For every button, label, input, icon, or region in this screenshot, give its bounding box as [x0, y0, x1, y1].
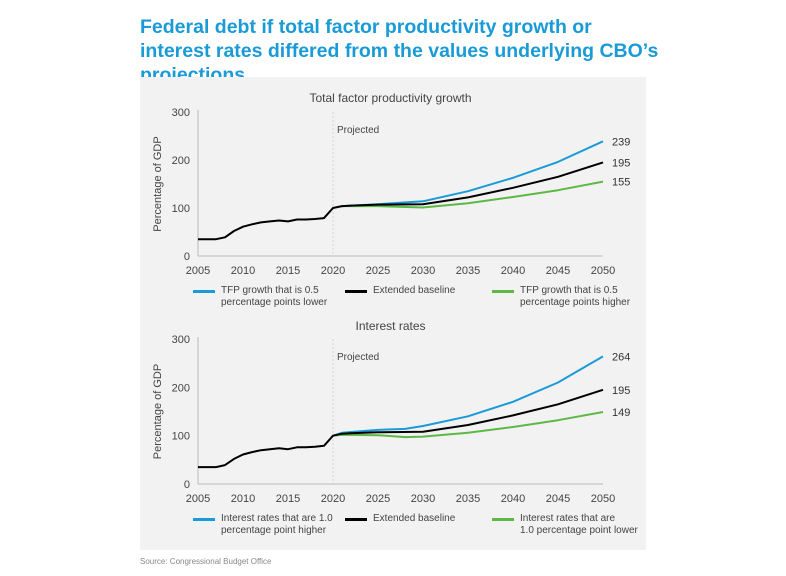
legend-swatch	[193, 290, 215, 293]
x-tick-label: 2020	[321, 493, 345, 505]
legend-label: TFP growth that is 0.5 percentage points…	[221, 285, 328, 308]
x-tick-label: 2035	[456, 493, 480, 505]
legend-item: Extended baseline	[345, 285, 455, 297]
end-value-label: 264	[612, 351, 630, 363]
x-tick-label: 2045	[546, 493, 570, 505]
x-tick-label: 2015	[276, 265, 300, 277]
x-tick-label: 2010	[231, 493, 255, 505]
end-value-label: 155	[612, 177, 630, 189]
x-tick-label: 2010	[231, 265, 255, 277]
projected-annotation: Projected	[337, 125, 379, 136]
legend-label: Extended baseline	[373, 513, 456, 524]
end-value-label: 195	[612, 157, 630, 169]
x-tick-label: 2030	[411, 493, 435, 505]
y-tick-label: 200	[172, 155, 190, 167]
y-tick-label: 0	[184, 479, 190, 491]
series-line-low	[332, 411, 604, 439]
legend-label: Interest rates that are 1.0 percentage p…	[221, 513, 333, 536]
source-note: Source: Congressional Budget Office	[140, 557, 272, 566]
x-tick-label: 2045	[546, 265, 570, 277]
chart-title: Total factor productivity growth	[309, 91, 471, 105]
y-tick-label: 0	[184, 251, 190, 263]
legend-item: Extended baseline	[345, 513, 455, 525]
chart-panel	[140, 77, 646, 550]
y-tick-label: 100	[172, 431, 190, 443]
projected-annotation: Projected	[337, 352, 379, 363]
x-tick-label: 2005	[186, 265, 210, 277]
chart-title: Interest rates	[355, 319, 425, 333]
legend-label: TFP growth that is 0.5 percentage points…	[520, 285, 631, 308]
x-tick-label: 2050	[591, 493, 615, 505]
end-value-label: 195	[612, 385, 630, 397]
y-tick-label: 300	[172, 334, 190, 346]
legend-swatch	[492, 290, 514, 293]
x-tick-label: 2035	[456, 265, 480, 277]
legend-swatch	[193, 518, 215, 521]
legend-label: Interest rates that are 1.0 percentage p…	[520, 513, 638, 536]
end-value-label: 149	[612, 407, 630, 419]
x-tick-label: 2025	[366, 265, 390, 277]
y-tick-label: 200	[172, 382, 190, 394]
x-tick-label: 2040	[501, 493, 525, 505]
series-line-baseline	[198, 388, 604, 469]
end-value-label: 239	[612, 136, 630, 148]
x-tick-label: 2040	[501, 265, 525, 277]
x-tick-label: 2025	[366, 493, 390, 505]
y-tick-label: 300	[172, 107, 190, 119]
legend-item: Interest rates that are 1.0 percentage p…	[492, 513, 638, 537]
x-tick-label: 2020	[321, 265, 345, 277]
legend-item: TFP growth that is 0.5 percentage points…	[492, 285, 630, 309]
series-line-baseline	[198, 161, 604, 241]
x-tick-label: 2005	[186, 493, 210, 505]
legend-swatch	[492, 518, 514, 521]
x-tick-label: 2050	[591, 265, 615, 277]
series-line-high	[332, 355, 604, 437]
y-axis-label: Percentage of GDP	[152, 136, 164, 231]
x-tick-label: 2030	[411, 265, 435, 277]
legend-swatch	[345, 290, 367, 293]
series-line-low	[342, 180, 604, 209]
legend-item: TFP growth that is 0.5 percentage points…	[193, 285, 327, 309]
legend-label: Extended baseline	[373, 285, 456, 296]
x-tick-label: 2015	[276, 493, 300, 505]
legend-swatch	[345, 518, 367, 521]
legend-item: Interest rates that are 1.0 percentage p…	[193, 513, 333, 537]
y-tick-label: 100	[172, 203, 190, 215]
y-axis-label: Percentage of GDP	[152, 364, 164, 459]
